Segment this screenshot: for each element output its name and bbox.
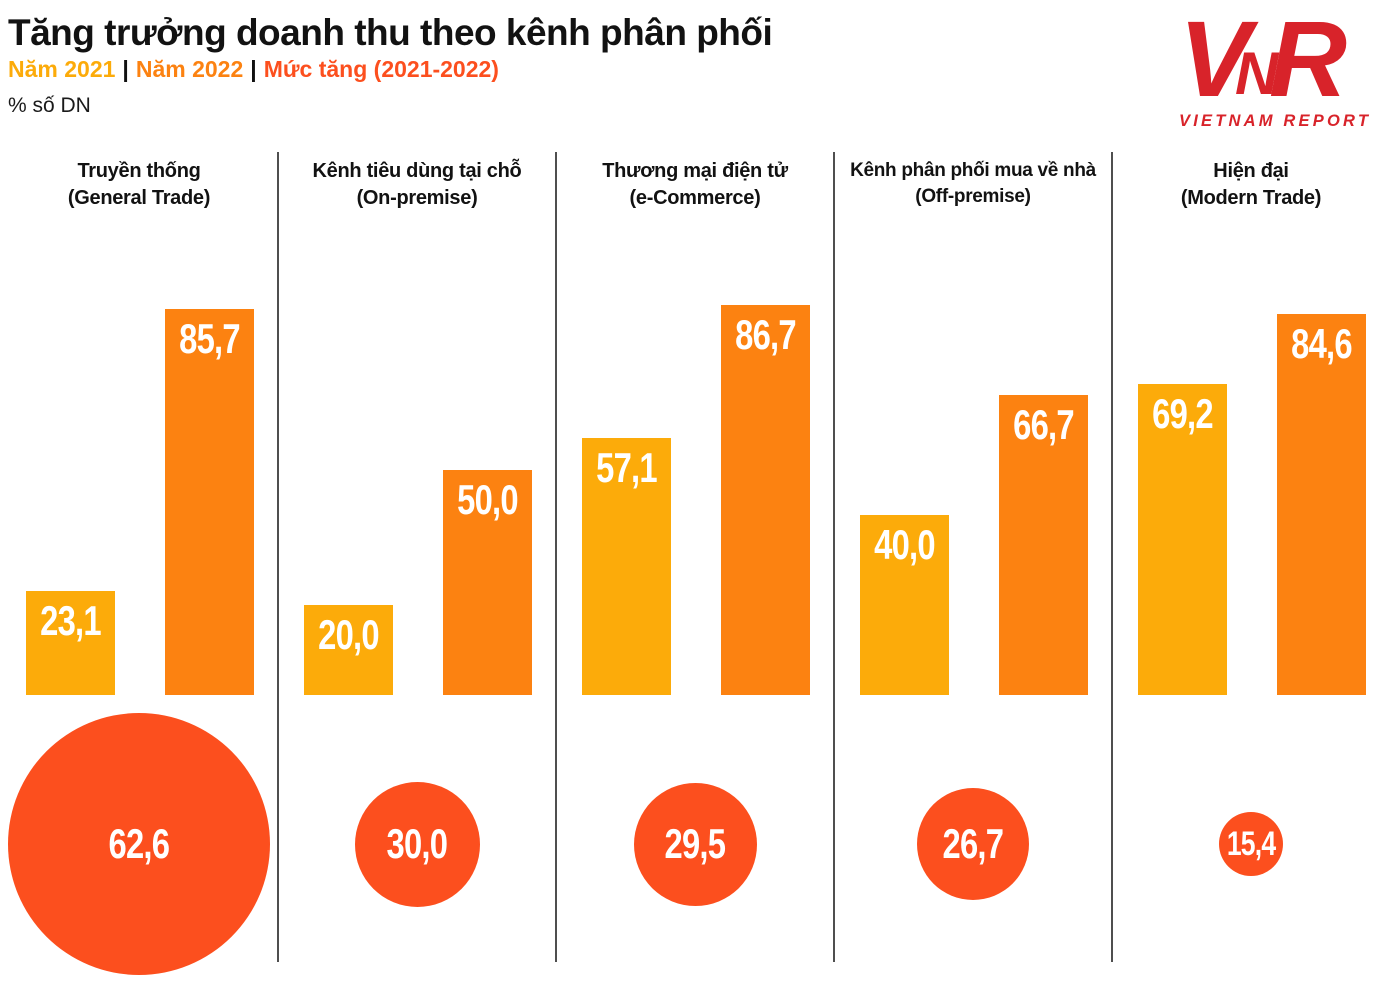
vnr-logo-graphic: V N R VIETNAM REPORT	[1179, 0, 1371, 130]
category-name-vi: Thương mại điện tử	[602, 160, 788, 182]
bar-value-label: 20,0	[318, 611, 379, 658]
bar-2021: 57,1	[582, 438, 671, 695]
legend-item-2021: Năm 2021	[8, 56, 116, 82]
category-column-on-premise: Kênh tiêu dùng tại chỗ (On-premise) 20,0…	[278, 0, 556, 982]
category-header: Thương mại điện tử (e-Commerce)	[556, 158, 834, 212]
bar-value-label: 86,7	[735, 311, 796, 358]
bar-value-label: 69,2	[1152, 390, 1213, 437]
growth-bubble: 62,6	[8, 713, 270, 975]
logo-letter-n: N	[1235, 40, 1280, 107]
page-title: Tăng trưởng doanh thu theo kênh phân phố…	[8, 12, 773, 53]
vnr-logo: V N R VIETNAM REPORT	[1171, 0, 1386, 140]
column-divider	[277, 152, 279, 962]
bar-value-label: 66,7	[1013, 401, 1074, 448]
category-name-en: (General Trade)	[67, 187, 211, 209]
bar-2021: 40,0	[860, 515, 949, 695]
growth-bubble: 15,4	[1219, 812, 1283, 876]
category-header: Kênh phân phối mua về nhà (Off-premise)	[834, 158, 1112, 209]
bar-value-label: 50,0	[457, 476, 518, 523]
column-divider	[833, 152, 835, 962]
category-column-off-premise: Kênh phân phối mua về nhà (Off-premise) …	[834, 0, 1112, 982]
bar-value-label: 40,0	[874, 521, 935, 568]
legend-separator: |	[250, 56, 257, 82]
legend-item-2022: Năm 2022	[135, 56, 244, 82]
category-name-en: (e-Commerce)	[629, 187, 761, 209]
category-name-vi: Hiện đại	[1213, 160, 1289, 182]
bubble-value-label: 15,4	[1226, 825, 1276, 863]
bubble-value-label: 26,7	[942, 820, 1004, 867]
category-name-en: (Off-premise)	[915, 185, 1031, 207]
category-name-en: (Modern Trade)	[1180, 187, 1322, 209]
logo-letter-v: V	[1179, 0, 1259, 119]
bubble-value-label: 30,0	[386, 820, 448, 867]
bubble-value-label: 62,6	[108, 820, 170, 867]
bar-value-label: 57,1	[596, 444, 657, 491]
category-header: Hiện đại (Modern Trade)	[1112, 158, 1390, 212]
bar-2021: 23,1	[26, 591, 115, 695]
category-header: Kênh tiêu dùng tại chỗ (On-premise)	[278, 158, 556, 212]
category-name-vi: Kênh phân phối mua về nhà	[850, 160, 1096, 181]
logo-letter-r: R	[1269, 0, 1347, 119]
legend-separator: |	[122, 56, 129, 82]
bubble-value-label: 29,5	[664, 820, 726, 867]
logo-subtext: VIETNAM REPORT	[1179, 112, 1371, 130]
axis-unit-label: % số DN	[8, 94, 91, 117]
column-divider	[1111, 152, 1113, 962]
bar-2021: 69,2	[1138, 384, 1227, 695]
category-column-modern-trade: Hiện đại (Modern Trade) 69,2 84,6 15,4	[1112, 0, 1390, 982]
bar-2022: 84,6	[1277, 314, 1366, 695]
bar-2022: 66,7	[999, 395, 1088, 695]
chart-legend: Năm 2021 | Năm 2022 | Mức tăng (2021-2022)	[8, 56, 499, 83]
column-divider	[555, 152, 557, 962]
category-name-vi: Kênh tiêu dùng tại chỗ	[312, 160, 522, 182]
category-name-en: (On-premise)	[356, 187, 478, 209]
bar-2022: 50,0	[443, 470, 532, 695]
category-column-ecommerce: Thương mại điện tử (e-Commerce) 57,1 86,…	[556, 0, 834, 982]
bar-2022: 85,7	[165, 309, 254, 695]
bar-2022: 86,7	[721, 305, 810, 695]
legend-item-growth: Mức tăng (2021-2022)	[263, 56, 499, 82]
bar-2021: 20,0	[304, 605, 393, 695]
growth-bubble: 26,7	[917, 788, 1029, 900]
growth-bubble: 30,0	[354, 781, 480, 907]
growth-bubble: 29,5	[633, 782, 757, 906]
bar-value-label: 85,7	[179, 315, 240, 362]
category-header: Truyền thống (General Trade)	[0, 158, 278, 212]
bar-value-label: 23,1	[40, 597, 101, 644]
category-column-general-trade: Truyền thống (General Trade) 23,1 85,7 6…	[0, 0, 278, 982]
category-name-vi: Truyền thống	[77, 160, 201, 182]
bar-value-label: 84,6	[1291, 320, 1352, 367]
